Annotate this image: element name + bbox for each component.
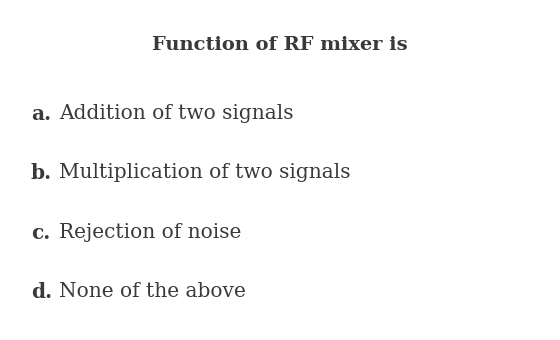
Text: c.: c. <box>31 223 50 243</box>
Text: Rejection of noise: Rejection of noise <box>59 223 241 242</box>
Text: b.: b. <box>31 163 52 183</box>
Text: Multiplication of two signals: Multiplication of two signals <box>59 163 351 182</box>
Text: a.: a. <box>31 104 51 124</box>
Text: None of the above: None of the above <box>59 282 246 301</box>
Text: Function of RF mixer is: Function of RF mixer is <box>152 36 408 54</box>
Text: d.: d. <box>31 282 52 302</box>
Text: Addition of two signals: Addition of two signals <box>59 104 293 123</box>
